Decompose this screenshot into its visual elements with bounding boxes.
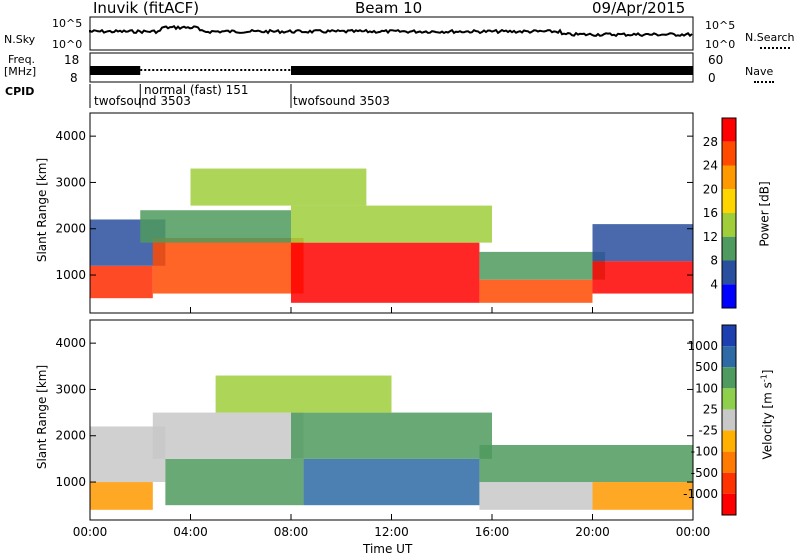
power-colorbar-seg-1 (722, 141, 736, 166)
cpid-segment-3: twofsound 3503 (293, 94, 390, 108)
power-colorbar-frame (721, 117, 737, 309)
power-colorbar-tick-3: 16 (703, 206, 718, 220)
power-colorbar-tick-2: 20 (703, 182, 718, 196)
nsearch-label: N.Search (745, 31, 795, 44)
power-colorbar-seg-2 (722, 165, 736, 190)
power-band-8 (592, 261, 693, 294)
station-title: Inuvik (fitACF) (93, 0, 200, 17)
velocity-ytick-label-2: 3000 (55, 382, 86, 396)
power-colorbar-tick-6: 4 (710, 277, 718, 291)
velocity-band-0 (90, 482, 153, 510)
power-colorbar-seg-3 (722, 189, 736, 213)
power-colorbar-tick-0: 28 (703, 135, 718, 149)
nsky-tick-low: 10^0 (52, 38, 83, 51)
beam-title: Beam 10 (355, 0, 423, 17)
velocity-band-2 (165, 458, 304, 506)
power-colorbar-tick-1: 24 (703, 159, 718, 173)
freq-band-1 (90, 66, 141, 75)
velocity-ytick-label-3: 4000 (55, 336, 86, 350)
power-band-5 (291, 205, 492, 243)
x-axis-label: Time UT (363, 542, 413, 554)
cpid-segment-1: twofsound 3503 (94, 94, 191, 108)
power-band-3 (140, 210, 291, 243)
velocity-band-6 (479, 482, 593, 510)
velocity-ytick-label-1: 2000 (55, 429, 86, 443)
power-colorbar-seg-6 (722, 260, 736, 285)
velocity-colorbar-tick-5: -100 (691, 445, 718, 459)
velocity-colorbar-seg-6 (722, 451, 736, 473)
velocity-colorbar-tick-3: 25 (703, 402, 718, 416)
nave-tick-low: 0 (708, 71, 716, 85)
power-ytick-label-3: 4000 (55, 129, 86, 143)
freq-tick-high: 18 (64, 53, 80, 67)
nsky-frame (89, 16, 694, 51)
freq-unit-label: [MHz] (4, 65, 37, 78)
velocity-colorbar-tick-4: -25 (698, 424, 718, 438)
cpid-segment-2: normal (fast) 151 (144, 83, 249, 97)
velocity-ytick-label-0: 1000 (55, 475, 86, 489)
power-colorbar-seg-4 (722, 213, 736, 237)
velocity-colorbar-tick-6: -500 (691, 466, 718, 480)
velocity-band-4 (303, 458, 480, 506)
power-band-4 (291, 242, 480, 303)
power-band-6 (479, 279, 593, 303)
x-tick-label-1: 04:00 (173, 525, 208, 539)
cpid-label: CPID (5, 85, 35, 98)
velocity-colorbar-seg-0 (722, 325, 736, 347)
power-ytick-label-0: 1000 (55, 268, 86, 282)
nsearch-legend-dots (760, 47, 790, 49)
velocity-band-5 (291, 412, 492, 459)
power-band-2 (152, 238, 304, 294)
date-title: 09/Apr/2015 (592, 0, 686, 17)
x-tick-label-6: 00:00 (676, 525, 711, 539)
power-band-10 (190, 168, 367, 206)
power-colorbar-seg-7 (722, 284, 736, 308)
velocity-colorbar-seg-3 (722, 388, 736, 410)
power-band-7 (479, 251, 606, 280)
nsky-right-tick-low: 10^0 (705, 38, 736, 51)
nsky-right-tick-high: 10^5 (705, 19, 736, 32)
velocity-band-8 (592, 482, 693, 510)
velocity-band-9 (215, 375, 392, 413)
velocity-colorbar-seg-7 (722, 472, 736, 494)
velocity-band-7 (479, 445, 693, 483)
power-ytick-label-2: 3000 (55, 175, 86, 189)
freq-band-3 (291, 66, 693, 75)
nave-tick-high: 60 (708, 53, 724, 67)
power-band-0 (90, 265, 153, 299)
velocity-colorbar-seg-1 (722, 346, 736, 368)
freq-label: Freq. (8, 53, 36, 66)
x-tick-label-4: 16:00 (475, 525, 510, 539)
power-colorbar-tick-5: 8 (710, 254, 718, 268)
power-colorbar-tick-4: 12 (703, 230, 718, 244)
velocity-colorbar-frame (721, 324, 737, 516)
x-tick-label-0: 00:00 (73, 525, 108, 539)
nave-legend-dots (754, 81, 774, 83)
nsky-series (89, 24, 693, 38)
power-colorbar-seg-0 (722, 118, 736, 142)
velocity-colorbar-seg-8 (722, 493, 736, 515)
velocity-colorbar-seg-2 (722, 367, 736, 389)
x-tick-label-2: 08:00 (274, 525, 309, 539)
velocity-colorbar-tick-2: 100 (695, 381, 718, 395)
nave-label: Nave (745, 65, 774, 78)
power-band-9 (592, 224, 693, 262)
power-ytick-label-1: 2000 (55, 222, 86, 236)
freq-tick-low: 8 (70, 71, 78, 85)
velocity-colorbar-seg-4 (722, 409, 736, 431)
nsky-tick-high: 10^5 (52, 17, 83, 30)
x-tick-label-5: 20:00 (575, 525, 610, 539)
power-colorbar-seg-5 (722, 236, 736, 261)
velocity-colorbar-tick-0: 1000 (687, 339, 718, 353)
velocity-band-3 (152, 412, 304, 459)
velocity-colorbar-tick-7: -1000 (683, 487, 718, 501)
nsky-label: N.Sky (4, 33, 36, 46)
x-tick-label-3: 12:00 (374, 525, 409, 539)
velocity-colorbar-seg-5 (722, 430, 736, 452)
velocity-colorbar-tick-1: 500 (695, 360, 718, 374)
